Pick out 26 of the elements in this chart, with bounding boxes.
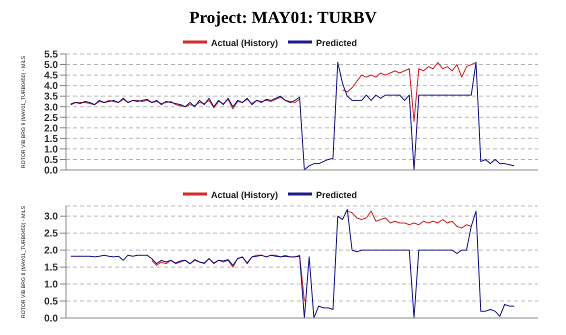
y-tick-label: 3.5: [44, 92, 58, 103]
legend-label: Actual (History): [210, 38, 278, 48]
y-tick-label: 5.0: [44, 60, 58, 72]
legend-label: Predicted: [316, 38, 358, 48]
y-tick-label: 0.5: [44, 155, 58, 166]
y-tick-label: 4.0: [44, 81, 58, 92]
y-tick-label: 5.5: [44, 50, 58, 61]
y-tick-label: 1.5: [44, 262, 58, 274]
line-series: [70, 62, 515, 170]
chart-title: Project: MAY01: TURBV: [188, 8, 378, 28]
y-tick-label: 2.5: [44, 112, 58, 124]
y-tick-label: 1.5: [44, 134, 58, 145]
y-tick-label: 1.0: [44, 280, 58, 291]
y-tick-label: 4.5: [44, 70, 58, 82]
y-tick-label: 3.0: [44, 212, 58, 223]
y-tick-label: 0.5: [44, 296, 58, 308]
y-tick-label: 0.0: [44, 314, 58, 325]
y-tick-label: 2.0: [44, 246, 58, 257]
y-tick-label: 3.0: [44, 102, 58, 114]
legend-label: Predicted: [316, 190, 358, 200]
legend-label: Actual (History): [210, 190, 278, 200]
y-tick-label: 2.0: [44, 123, 58, 134]
y-tick-label: 1.0: [44, 144, 58, 156]
line-series: [70, 208, 515, 318]
y-tick-label: 0.0: [44, 166, 58, 177]
y-tick-label: 2.5: [44, 228, 58, 240]
